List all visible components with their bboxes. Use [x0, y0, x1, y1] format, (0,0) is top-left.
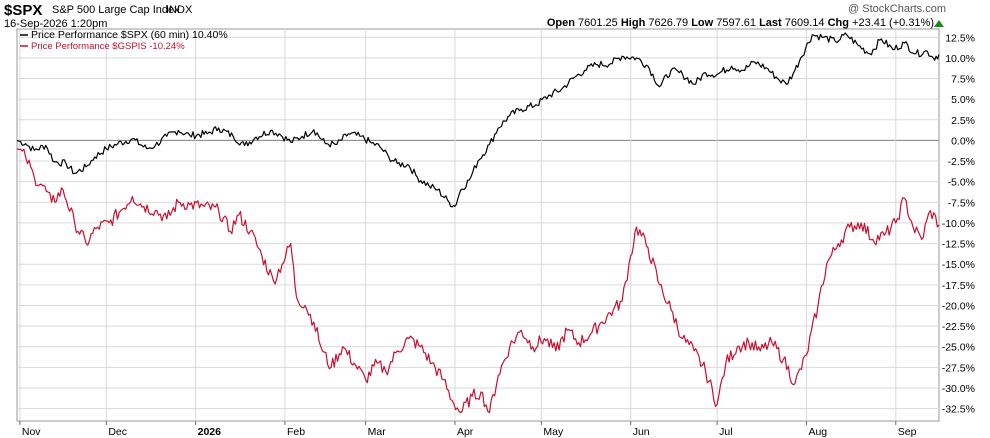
series-lines [16, 32, 940, 414]
y-tick-label: -5.0% [948, 177, 975, 189]
y-tick-label: -22.5% [942, 321, 975, 333]
high-value: 7626.79 [648, 17, 689, 29]
y-tick-label: -20.0% [942, 300, 975, 312]
y-tick-label: 10.0% [945, 53, 975, 65]
x-tick-label: Apr [457, 426, 474, 438]
x-tick-label: Nov [22, 426, 41, 438]
low-value: 7597.61 [716, 17, 757, 29]
open-value: 7601.25 [578, 17, 618, 29]
exchange-label: INDX [166, 4, 193, 16]
y-tick-label: 2.5% [951, 115, 975, 127]
x-tick-label: Mar [368, 426, 387, 438]
y-tick-label: -12.5% [942, 239, 975, 251]
triangle-up-icon [934, 20, 944, 27]
y-tick-label: -2.5% [948, 156, 975, 168]
ticker-full-name: S&P 500 Large Cap Index [52, 4, 180, 16]
low-label: Low [691, 17, 714, 29]
x-axis: Nov Dec 2026 Feb Mar Apr May Jun Jul Aug Sep [19, 421, 917, 438]
plot-area [16, 28, 940, 422]
x-tick-label: Jun [633, 426, 650, 438]
x-tick-label: May [543, 426, 564, 438]
legend-label-spx: Price Performance $SPX (60 min) 10.40% [31, 29, 228, 41]
y-tick-label: 7.5% [951, 74, 975, 86]
y-axis: 12.5% 10.0% 7.5% 5.0% 2.5% 0.0% -2.5% -5.0% -7.5… [942, 32, 975, 415]
source-credit: @ StockCharts.com [848, 3, 946, 15]
spx-performance-line [16, 32, 940, 208]
y-tick-label: 5.0% [951, 94, 975, 106]
x-tick-label: Dec [108, 426, 127, 438]
legend: Price Performance $SPX (60 min) 10.40% P… [20, 29, 228, 52]
x-tick-label: Sep [898, 426, 917, 438]
y-tick-label: 0.0% [951, 135, 975, 147]
quote-summary: Open 7601.25 High 7626.79 Low 7597.61 La… [547, 17, 934, 29]
x-tick-label: Feb [287, 426, 305, 438]
open-label: Open [546, 17, 575, 29]
high-label: High [620, 17, 646, 29]
x-tick-label: Jul [719, 426, 732, 438]
legend-label-gspis: Price Performance $GSPIS -10.24% [31, 41, 185, 52]
y-tick-label: -15.0% [942, 259, 975, 271]
y-tick-label: -10.0% [942, 218, 975, 230]
y-tick-label: -32.5% [942, 404, 975, 416]
last-label: Last [759, 17, 782, 29]
y-tick-label: -27.5% [942, 362, 975, 374]
y-tick-label: -7.5% [948, 197, 975, 209]
y-tick-label: -25.0% [942, 342, 975, 354]
ticker-symbol: $SPX [4, 2, 43, 19]
chg-label: Chg [827, 17, 849, 29]
y-tick-label: 12.5% [945, 32, 975, 44]
x-tick-label: 2026 [198, 426, 222, 438]
y-tick-label: -30.0% [942, 383, 975, 395]
quote-datetime: 16-Sep-2026 1:20pm [4, 18, 108, 30]
gspis-performance-line [16, 148, 940, 414]
chg-value: +23.41 (+0.31%) [852, 17, 934, 29]
grid-lines [17, 29, 939, 421]
y-tick-label: -17.5% [942, 280, 975, 292]
last-value: 7609.14 [784, 17, 825, 29]
x-tick-label: Aug [808, 426, 827, 438]
